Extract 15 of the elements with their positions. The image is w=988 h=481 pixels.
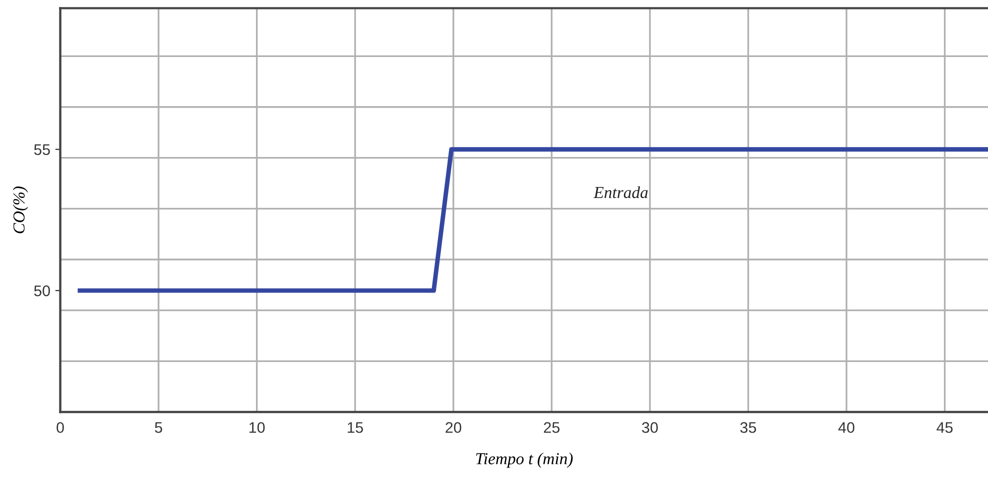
x-tick-label: 5 <box>154 422 162 433</box>
x-tick-label: 10 <box>249 422 265 433</box>
text: Entrada <box>594 186 648 198</box>
x-tick-label: 20 <box>446 422 462 433</box>
x-tick-label: 15 <box>348 422 363 433</box>
y-tick-label: 55 <box>34 144 50 156</box>
x-tick-label: 35 <box>740 422 756 433</box>
x-tick-label: 40 <box>838 422 854 433</box>
y-tick-label: 50 <box>34 285 50 296</box>
y-axis-title: CO(%) <box>12 186 28 234</box>
x-tick-label: 25 <box>544 422 560 433</box>
x-axis-title: Tiempo t (min) <box>476 452 573 468</box>
x-tick-label: 30 <box>642 422 658 433</box>
x-tick-label: 0 <box>56 422 64 433</box>
x-tick-label: 45 <box>936 422 953 433</box>
